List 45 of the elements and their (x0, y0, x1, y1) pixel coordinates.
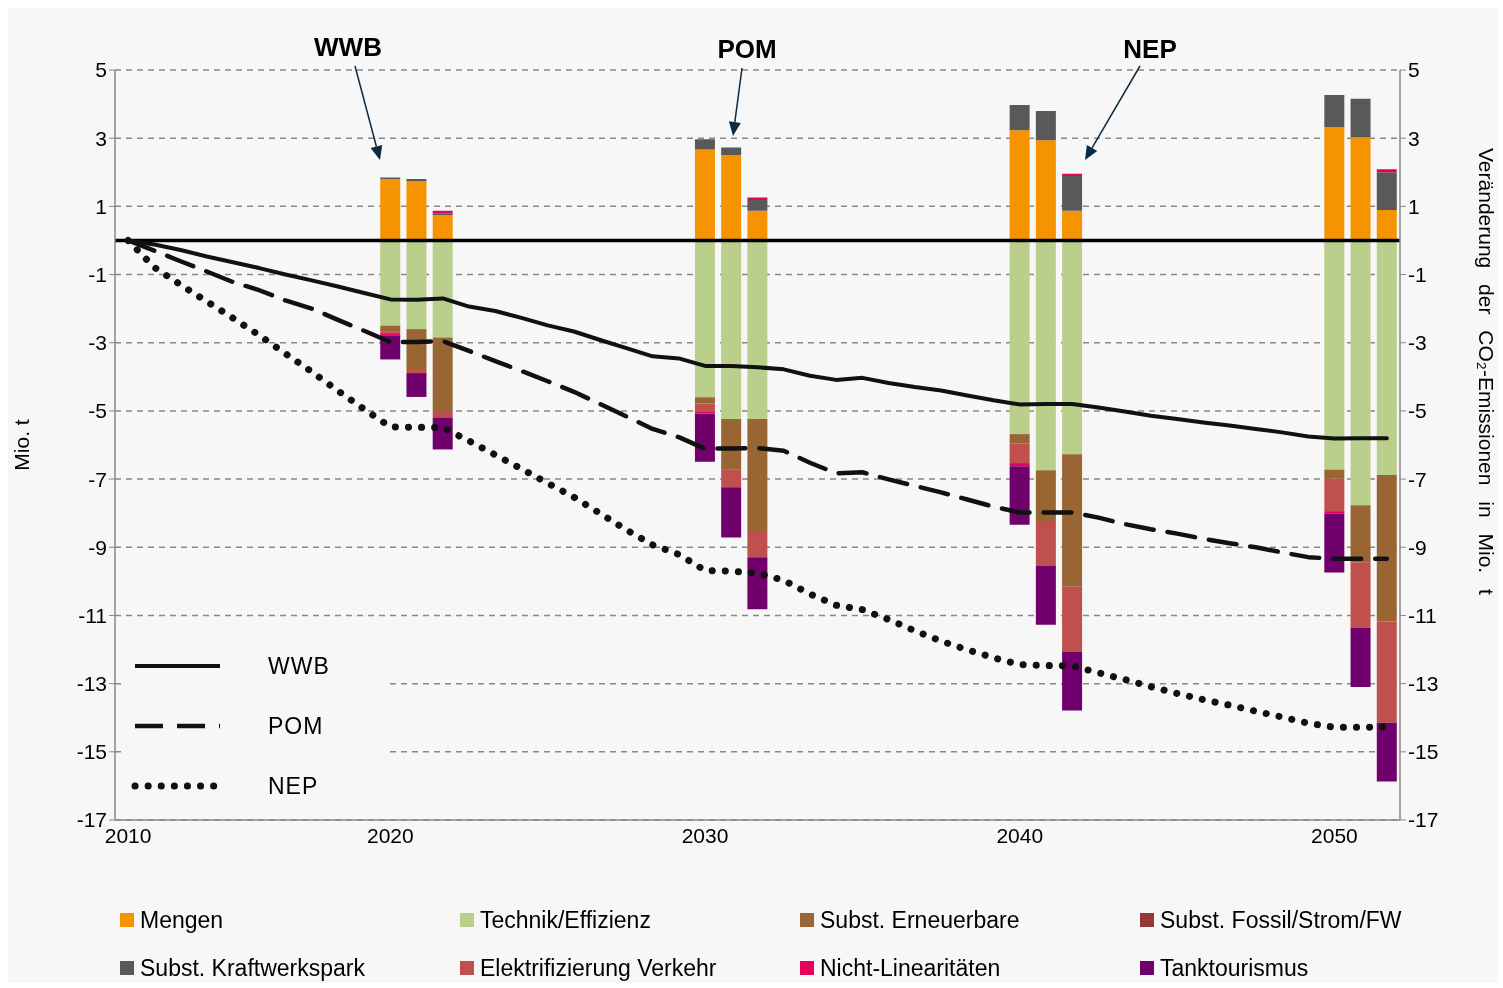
y-tick-label: -17 (76, 808, 107, 832)
legend-label: Elektrifizierung Verkehr (480, 954, 717, 982)
legend-label: NEP (268, 772, 319, 800)
x-tick-label: 2020 (367, 823, 414, 847)
y2-tick-label: -7 (1408, 467, 1427, 491)
y-tick-label: -3 (88, 331, 107, 355)
x-tick-label: 2010 (104, 823, 152, 847)
text: WWB (313, 32, 383, 63)
y-tick-label: -9 (88, 535, 107, 559)
y2-tick-label: 1 (1408, 194, 1420, 218)
legend-label: Technik/Effizienz (480, 906, 651, 934)
y2-tick-label: -11 (1408, 603, 1437, 627)
legend-label: POM (268, 712, 324, 740)
y-tick-label: -11 (78, 603, 107, 627)
legend-label: Subst. Fossil/Strom/FW (1160, 906, 1402, 934)
y2-axis-title: Veränderung der CO₂-Emissionen in Mio. t (1474, 148, 1498, 595)
legend-label: Mengen (140, 906, 224, 934)
y-tick-label: -1 (88, 263, 107, 286)
y2-tick-label: 5 (1408, 58, 1420, 82)
x-tick-label: 2040 (996, 823, 1044, 847)
y-tick-label: -13 (76, 672, 107, 696)
legend-label: Tanktourismus (1160, 954, 1309, 982)
y-tick-label: -15 (76, 740, 107, 764)
y2-tick-label: 3 (1408, 126, 1420, 150)
y2-tick-label: -5 (1408, 399, 1427, 423)
x-tick-label: 2030 (681, 823, 729, 847)
y2-tick-label: -17 (1408, 808, 1439, 832)
y-tick-label: -5 (88, 399, 107, 423)
y-tick-label: 3 (95, 126, 107, 150)
legend-label: WWB (268, 652, 330, 680)
legend-label: Nicht-Linearitäten (820, 954, 1001, 982)
y2-tick-label: -1 (1408, 263, 1427, 286)
y2-tick-label: -9 (1408, 535, 1427, 559)
legend-label: Subst. Kraftwerkspark (140, 954, 365, 982)
y-tick-label: 5 (95, 58, 107, 82)
y-tick-label: -7 (88, 467, 107, 491)
text: POM (716, 34, 778, 65)
y-axis-title: Mio. t (10, 419, 34, 471)
y2-tick-label: -13 (1408, 672, 1439, 696)
y-tick-label: 1 (95, 194, 107, 218)
y2-tick-label: -3 (1408, 331, 1427, 355)
x-tick-label: 2050 (1311, 823, 1358, 847)
y2-tick-label: -15 (1408, 740, 1439, 764)
legend-label: Subst. Erneuerbare (820, 906, 1020, 934)
text: NEP (1122, 34, 1178, 65)
